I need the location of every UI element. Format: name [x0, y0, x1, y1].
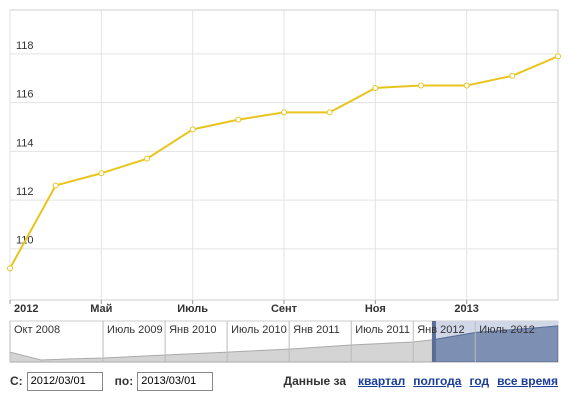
point: [418, 82, 424, 89]
to-input[interactable]: 2013/03/01: [137, 371, 214, 391]
x-tick-label: Ноя: [365, 303, 386, 315]
point: [463, 82, 470, 89]
y-tick-label: 118: [16, 40, 34, 52]
navigator-label: Июль 2011: [355, 324, 410, 336]
point: [52, 182, 59, 189]
point: [555, 53, 561, 60]
y-tick-label: 112: [16, 186, 34, 198]
period-link[interactable]: все время: [497, 374, 558, 388]
y-tick-label: 114: [16, 137, 34, 149]
from-input[interactable]: 2012/03/01: [26, 371, 103, 391]
navigator-area-selected: [433, 325, 558, 362]
x-tick-label: 2013: [454, 303, 478, 315]
x-tick-label: 2012: [14, 303, 38, 315]
navigator-label: Июль 2012: [479, 324, 535, 336]
point: [189, 126, 196, 133]
y-tick-label: 116: [16, 89, 34, 101]
point: [98, 170, 105, 177]
from-label: С:: [10, 374, 23, 388]
navigator-label: Янв 2012: [417, 324, 464, 336]
point: [235, 116, 242, 123]
x-tick-label: Сент: [271, 303, 298, 315]
controls: С: 2012/03/01 по: 2013/03/01 Данные за к…: [10, 371, 558, 391]
x-tick-label: Июль: [177, 303, 208, 315]
to-label: по:: [114, 374, 134, 388]
period-link[interactable]: полгода: [413, 374, 462, 388]
navigator-label: Июль 2010: [231, 324, 287, 336]
point: [144, 155, 150, 162]
navigator-label: Янв 2010: [169, 324, 216, 336]
point: [372, 84, 379, 91]
x-tick-label: Май: [90, 303, 112, 315]
period-link[interactable]: квартал: [358, 374, 406, 388]
navigator-handle: [431, 321, 436, 362]
navigator-label: Окт 2008: [14, 324, 60, 336]
point: [326, 109, 333, 116]
point: [509, 72, 516, 79]
period-link[interactable]: год: [469, 374, 490, 388]
point: [7, 265, 13, 272]
period-label: Данные за: [283, 374, 347, 388]
navigator-label: Янв 2011: [293, 324, 340, 336]
point: [281, 109, 287, 116]
navigator-label: Июль 2009: [107, 324, 163, 336]
